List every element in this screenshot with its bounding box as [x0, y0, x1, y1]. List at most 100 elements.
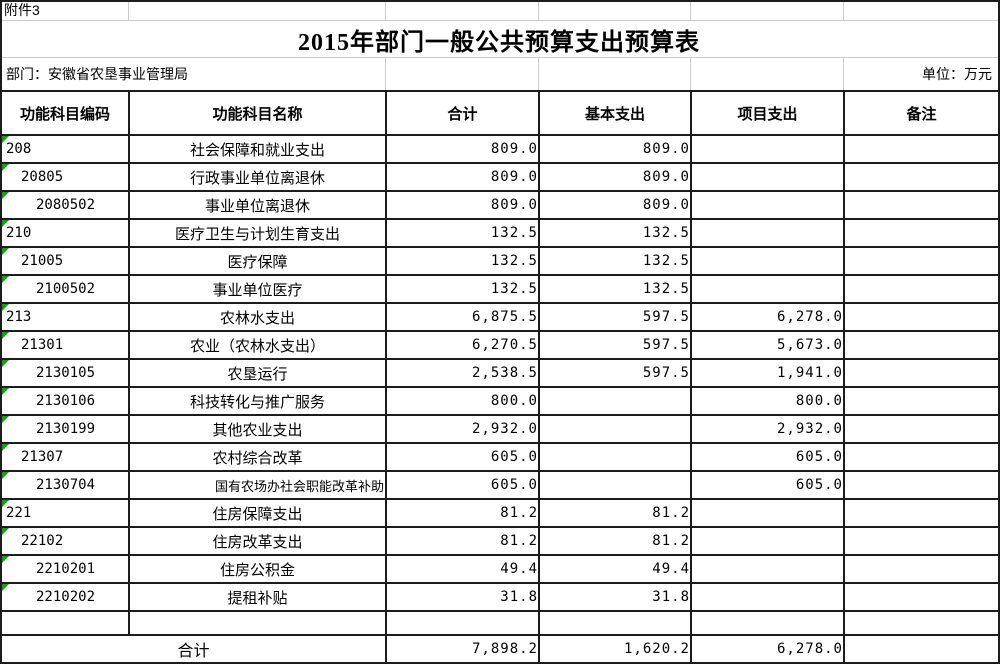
code-cell[interactable]: 213	[0, 302, 130, 332]
basic-cell[interactable]: 809.0	[538, 190, 692, 220]
name-cell[interactable]: 农林水支出	[128, 302, 387, 332]
name-cell[interactable]: 科技转化与推广服务	[128, 386, 387, 416]
note-cell[interactable]	[843, 442, 1000, 472]
note-cell[interactable]	[843, 414, 1000, 444]
project-cell[interactable]	[690, 554, 845, 584]
total-cell[interactable]: 132.5	[385, 246, 540, 276]
project-cell[interactable]: 605.0	[690, 470, 845, 500]
code-cell[interactable]: 22102	[0, 526, 130, 556]
total-cell[interactable]: 31.8	[385, 582, 540, 612]
total-cell[interactable]: 81.2	[385, 526, 540, 556]
basic-cell[interactable]: 81.2	[538, 526, 692, 556]
note-cell[interactable]	[843, 134, 1000, 164]
header-total[interactable]: 合计	[385, 90, 540, 136]
name-cell[interactable]: 提租补贴	[128, 582, 387, 612]
header-code[interactable]: 功能科目编码	[0, 90, 130, 136]
note-cell[interactable]	[843, 526, 1000, 556]
total-note-cell[interactable]	[843, 634, 1000, 664]
total-cell[interactable]	[385, 610, 540, 636]
project-cell[interactable]	[690, 526, 845, 556]
note-cell[interactable]	[843, 246, 1000, 276]
code-cell[interactable]: 2210202	[0, 582, 130, 612]
name-cell[interactable]: 事业单位医疗	[128, 274, 387, 304]
name-cell[interactable]: 行政事业单位离退休	[128, 162, 387, 192]
header-basic[interactable]: 基本支出	[538, 90, 692, 136]
name-cell[interactable]: 住房保障支出	[128, 498, 387, 528]
project-cell[interactable]	[690, 582, 845, 612]
total-cell[interactable]: 2,932.0	[385, 414, 540, 444]
project-cell[interactable]: 2,932.0	[690, 414, 845, 444]
note-cell[interactable]	[843, 470, 1000, 500]
total-cell[interactable]: 132.5	[385, 274, 540, 304]
note-cell[interactable]	[843, 498, 1000, 528]
total-basic-cell[interactable]: 1,620.2	[538, 634, 692, 664]
name-cell[interactable]: 农业（农林水支出）	[128, 330, 387, 360]
code-cell[interactable]: 21301	[0, 330, 130, 360]
code-cell[interactable]: 208	[0, 134, 130, 164]
basic-cell[interactable]	[538, 442, 692, 472]
project-cell[interactable]	[690, 134, 845, 164]
project-cell[interactable]	[690, 218, 845, 248]
code-cell[interactable]: 2130704	[0, 470, 130, 500]
code-cell[interactable]: 2080502	[0, 190, 130, 220]
code-cell[interactable]: 21307	[0, 442, 130, 472]
header-note[interactable]: 备注	[843, 90, 1000, 136]
project-cell[interactable]	[690, 610, 845, 636]
basic-cell[interactable]: 132.5	[538, 274, 692, 304]
total-cell[interactable]: 605.0	[385, 470, 540, 500]
name-cell[interactable]: 事业单位离退休	[128, 190, 387, 220]
total-sum-cell[interactable]: 7,898.2	[385, 634, 540, 664]
total-cell[interactable]: 809.0	[385, 162, 540, 192]
note-cell[interactable]	[843, 302, 1000, 332]
basic-cell[interactable]: 132.5	[538, 246, 692, 276]
project-cell[interactable]	[690, 246, 845, 276]
note-cell[interactable]	[843, 610, 1000, 636]
basic-cell[interactable]: 31.8	[538, 582, 692, 612]
project-cell[interactable]	[690, 162, 845, 192]
code-cell[interactable]: 20805	[0, 162, 130, 192]
code-cell[interactable]: 2210201	[0, 554, 130, 584]
name-cell[interactable]: 医疗保障	[128, 246, 387, 276]
total-cell[interactable]: 6,875.5	[385, 302, 540, 332]
note-cell[interactable]	[843, 358, 1000, 388]
header-project[interactable]: 项目支出	[690, 90, 845, 136]
project-cell[interactable]: 800.0	[690, 386, 845, 416]
note-cell[interactable]	[843, 274, 1000, 304]
project-cell[interactable]: 6,278.0	[690, 302, 845, 332]
total-cell[interactable]: 809.0	[385, 190, 540, 220]
total-cell[interactable]: 2,538.5	[385, 358, 540, 388]
basic-cell[interactable]	[538, 386, 692, 416]
basic-cell[interactable]: 49.4	[538, 554, 692, 584]
note-cell[interactable]	[843, 582, 1000, 612]
name-cell[interactable]: 国有农场办社会职能改革补助	[128, 470, 387, 500]
name-cell[interactable]: 住房改革支出	[128, 526, 387, 556]
basic-cell[interactable]: 597.5	[538, 302, 692, 332]
note-cell[interactable]	[843, 330, 1000, 360]
note-cell[interactable]	[843, 554, 1000, 584]
basic-cell[interactable]: 597.5	[538, 358, 692, 388]
basic-cell[interactable]	[538, 414, 692, 444]
name-cell[interactable]: 其他农业支出	[128, 414, 387, 444]
project-cell[interactable]: 5,673.0	[690, 330, 845, 360]
name-cell[interactable]: 农垦运行	[128, 358, 387, 388]
total-cell[interactable]: 800.0	[385, 386, 540, 416]
basic-cell[interactable]: 132.5	[538, 218, 692, 248]
code-cell[interactable]: 2130106	[0, 386, 130, 416]
total-cell[interactable]: 809.0	[385, 134, 540, 164]
name-cell[interactable]: 住房公积金	[128, 554, 387, 584]
name-cell[interactable]: 农村综合改革	[128, 442, 387, 472]
total-label-cell[interactable]: 合计	[0, 634, 387, 664]
code-cell[interactable]: 21005	[0, 246, 130, 276]
note-cell[interactable]	[843, 190, 1000, 220]
name-cell[interactable]	[128, 610, 387, 636]
note-cell[interactable]	[843, 218, 1000, 248]
basic-cell[interactable]: 81.2	[538, 498, 692, 528]
basic-cell[interactable]	[538, 610, 692, 636]
total-cell[interactable]: 81.2	[385, 498, 540, 528]
code-cell[interactable]: 210	[0, 218, 130, 248]
basic-cell[interactable]: 809.0	[538, 162, 692, 192]
total-cell[interactable]: 132.5	[385, 218, 540, 248]
code-cell[interactable]: 221	[0, 498, 130, 528]
code-cell[interactable]: 2130199	[0, 414, 130, 444]
total-cell[interactable]: 6,270.5	[385, 330, 540, 360]
